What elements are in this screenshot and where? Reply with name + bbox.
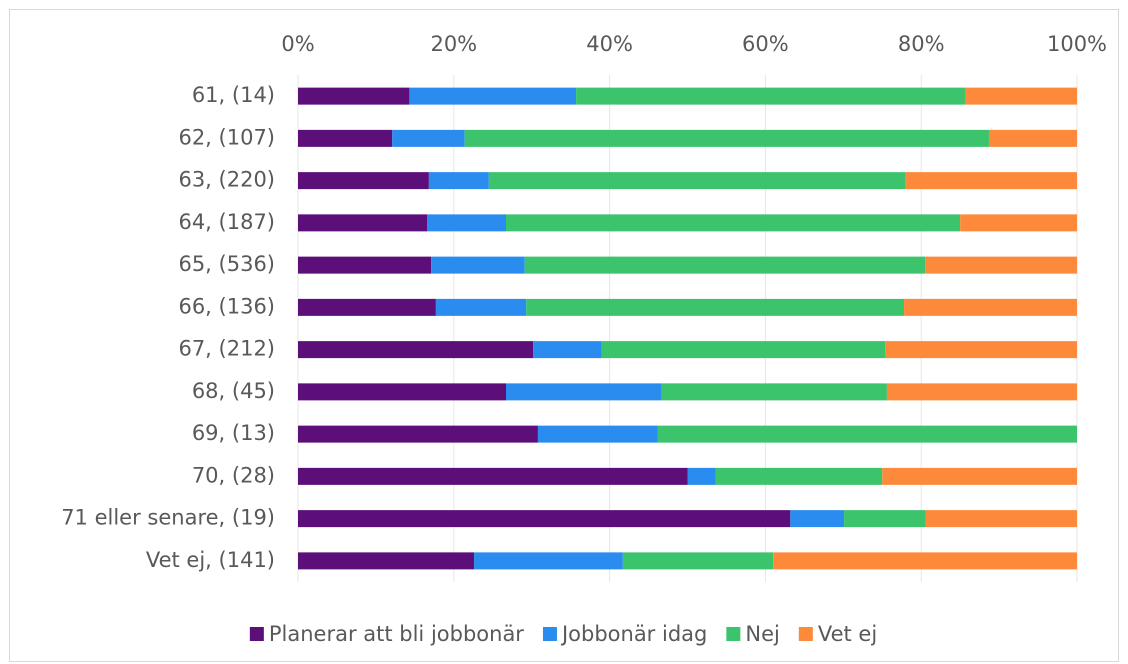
- y-tick-label: 63, (220): [178, 168, 275, 192]
- bar-segment: [298, 510, 791, 528]
- bar-segment: [431, 256, 525, 274]
- legend-swatch: [726, 627, 741, 641]
- legend-swatch: [542, 627, 557, 641]
- bar-segment: [298, 172, 429, 190]
- y-tick-label: 67, (212): [178, 337, 275, 361]
- bar-segment: [715, 467, 883, 485]
- legend-label: Vet ej: [818, 622, 877, 646]
- x-tick-label: 0%: [281, 32, 314, 56]
- bar-segment: [427, 214, 506, 232]
- bar-segment: [885, 341, 1077, 359]
- bar-segment: [790, 510, 845, 528]
- bar-segment: [773, 552, 1077, 570]
- bar-segment: [925, 256, 1077, 274]
- bar-segment: [886, 383, 1077, 401]
- y-tick-label: 69, (13): [192, 421, 275, 445]
- x-tick-label: 40%: [586, 32, 633, 56]
- y-tick-label: Vet ej, (141): [146, 548, 275, 572]
- bar-segment: [657, 425, 1077, 443]
- bar-segment: [298, 552, 475, 570]
- bar-segment: [622, 552, 774, 570]
- legend-swatch: [798, 627, 813, 641]
- legend-swatch: [249, 627, 264, 641]
- bar-segment: [392, 129, 465, 147]
- bar-segment: [687, 467, 716, 485]
- bar-segment: [298, 341, 534, 359]
- bar-segment: [925, 510, 1077, 528]
- bar-segment: [533, 341, 602, 359]
- bar-segment: [661, 383, 887, 401]
- y-tick-label: 61, (14): [192, 83, 275, 107]
- bar-segment: [988, 129, 1077, 147]
- bar-segment: [844, 510, 926, 528]
- y-tick-label: 65, (536): [178, 252, 275, 276]
- bar-segment: [505, 214, 961, 232]
- bar-segment: [474, 552, 623, 570]
- legend-label: Nej: [745, 622, 779, 646]
- bar-segment: [298, 87, 410, 105]
- bar-segment: [526, 298, 905, 316]
- y-tick-label: 71 eller senare, (19): [61, 506, 275, 530]
- x-tick-label: 20%: [430, 32, 477, 56]
- bar-segment: [905, 172, 1077, 190]
- bar-segment: [524, 256, 926, 274]
- bar-segment: [960, 214, 1077, 232]
- y-tick-label: 62, (107): [178, 125, 275, 149]
- bar-segment: [409, 87, 577, 105]
- bar-segment: [488, 172, 906, 190]
- bar-segment: [537, 425, 658, 443]
- bar-segment: [505, 383, 662, 401]
- bar-segment: [464, 129, 989, 147]
- legend-label: Planerar att bli jobbonär: [269, 622, 524, 646]
- bar-segment: [298, 129, 393, 147]
- bar-segment: [298, 214, 428, 232]
- y-tick-label: 66, (136): [178, 294, 275, 318]
- bar-segment: [576, 87, 966, 105]
- bar-segment: [904, 298, 1077, 316]
- bar-segment: [601, 341, 886, 359]
- bar-segment: [435, 298, 527, 316]
- bar-segment: [882, 467, 1077, 485]
- bar-segment: [428, 172, 489, 190]
- legend-label: Jobbonär idag: [560, 622, 707, 646]
- bar-segment: [298, 256, 432, 274]
- bar-segment: [298, 383, 506, 401]
- y-tick-label: 70, (28): [192, 463, 275, 487]
- x-tick-label: 60%: [742, 32, 789, 56]
- bar-segment: [965, 87, 1077, 105]
- x-tick-label: 80%: [898, 32, 945, 56]
- bar-segment: [298, 298, 436, 316]
- y-tick-label: 64, (187): [178, 210, 275, 234]
- bar-segment: [298, 425, 538, 443]
- y-tick-label: 68, (45): [192, 379, 275, 403]
- x-tick-label: 100%: [1047, 32, 1107, 56]
- bar-segment: [298, 467, 688, 485]
